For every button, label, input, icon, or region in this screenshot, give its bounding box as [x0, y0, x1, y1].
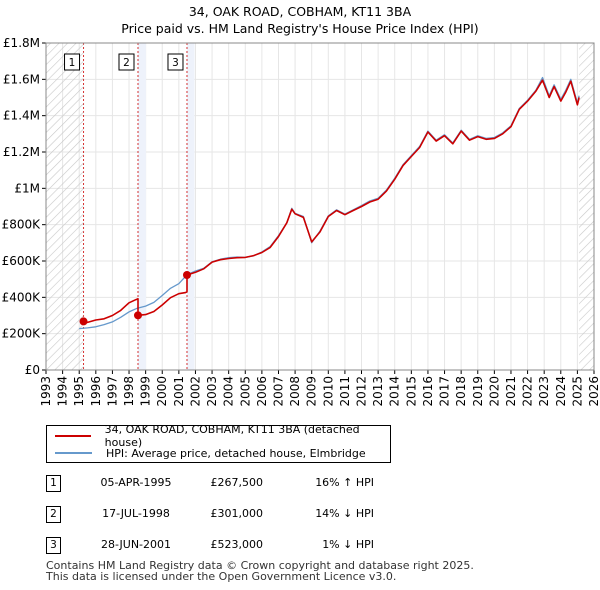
- x-tick-label: 2013: [371, 376, 385, 407]
- x-tick-label: 2005: [238, 376, 252, 407]
- sale-label-box: [118, 53, 135, 71]
- sale-marker: [79, 317, 88, 326]
- x-tick-label: 1995: [72, 376, 86, 407]
- chart-title: 34, OAK ROAD, COBHAM, KT11 3BA Price pai…: [0, 3, 600, 37]
- sale-price: £267,500: [210, 476, 264, 489]
- x-tick-label: 2010: [321, 376, 335, 407]
- x-tick-label: 2004: [222, 376, 236, 407]
- hatched-region-after: [579, 43, 594, 370]
- x-tick-label: 2011: [338, 376, 352, 407]
- footer: Contains HM Land Registry data © Crown c…: [46, 560, 474, 582]
- sale-hpi-diff: 1% ↓ HPI: [322, 538, 374, 551]
- legend-item-hpi: HPI: Average price, detached house, Elmb…: [55, 445, 366, 461]
- x-tick-label: 2018: [454, 376, 468, 407]
- sale-number-badge: 3: [46, 537, 61, 554]
- hatched-region-before: [46, 43, 84, 370]
- x-tick-label: 2003: [205, 376, 219, 407]
- x-tick-label: 2026: [587, 376, 600, 407]
- sale-label-box: [64, 53, 81, 71]
- x-tick-label: 2001: [172, 376, 186, 407]
- y-tick-label: £1.4M: [3, 109, 40, 123]
- sale-date: 28-JUN-2001: [100, 538, 172, 551]
- x-tick-label: 2020: [487, 376, 501, 407]
- y-tick-label: £1.6M: [3, 72, 40, 86]
- x-tick-label: 2015: [404, 376, 418, 407]
- footer-copyright: Contains HM Land Registry data © Crown c…: [46, 559, 474, 572]
- chart-title-line2: Price paid vs. HM Land Registry's House …: [121, 21, 479, 36]
- footer-licence: This data is licensed under the Open Gov…: [46, 570, 397, 583]
- x-tick-label: 1997: [105, 376, 119, 407]
- y-tick-label: £400K: [2, 290, 42, 304]
- y-tick-label: £600K: [2, 254, 42, 268]
- x-tick-label: 1999: [139, 376, 153, 407]
- x-tick-label: 2014: [388, 376, 402, 407]
- y-tick-label: £1M: [14, 181, 40, 195]
- sale-label-number: 3: [172, 57, 179, 69]
- x-tick-label: 2009: [305, 376, 319, 407]
- legend-label-property: 34, OAK ROAD, COBHAM, KT11 3BA (detached…: [104, 423, 360, 449]
- sale-label-number: 1: [69, 57, 76, 69]
- sale-date: 17-JUL-1998: [102, 507, 170, 520]
- hatched-regions-layer: [46, 43, 594, 370]
- sale-date: 05-APR-1995: [100, 476, 172, 489]
- x-tick-label: 2019: [471, 376, 485, 407]
- sale-number-badge: 1: [46, 475, 61, 492]
- y-tick-label: £800K: [2, 218, 42, 232]
- x-tick-label: 1998: [122, 376, 136, 407]
- plot-background: [46, 43, 594, 370]
- x-tick-label: 2006: [255, 376, 269, 407]
- sale-hpi-diff: 16% ↑ HPI: [315, 476, 374, 489]
- y-tick-label: £200K: [2, 327, 42, 341]
- y-tick-label: £1.2M: [3, 145, 40, 159]
- legend-item-property: 34, OAK ROAD, COBHAM, KT11 3BA (detached…: [55, 423, 390, 449]
- sale-number-badge: 2: [46, 506, 61, 523]
- series-line-property: [83, 79, 580, 324]
- legend-label-hpi: HPI: Average price, detached house, Elmb…: [106, 446, 366, 460]
- sale-marker: [133, 311, 142, 320]
- x-tick-label: 1996: [89, 376, 103, 407]
- sale-band: [137, 43, 146, 370]
- x-tick-label: 2000: [155, 376, 169, 407]
- grid-layer: [45, 42, 595, 371]
- x-tick-label: 2025: [570, 376, 584, 407]
- sale-hpi-diff: 14% ↓ HPI: [315, 507, 374, 520]
- legend: 34, OAK ROAD, COBHAM, KT11 3BA (detached…: [46, 423, 391, 463]
- sale-marker: [182, 270, 191, 279]
- plot-frame: [45, 42, 595, 371]
- y-tick-label: £1.8M: [3, 36, 40, 50]
- sale-price: £523,000: [210, 538, 264, 551]
- sale-label-number: 2: [123, 57, 130, 69]
- y-tick-label: £0: [25, 363, 40, 377]
- chart-title-line1: 34, OAK ROAD, COBHAM, KT11 3BA: [188, 4, 412, 19]
- x-tick-label: 2012: [355, 376, 369, 407]
- x-tick-label: 2002: [188, 376, 202, 407]
- x-tick-label: 2008: [288, 376, 302, 407]
- sale-label-box: [167, 53, 184, 71]
- sale-markers-layer: 1 2 3: [64, 53, 191, 326]
- x-tick-label: 2022: [521, 376, 535, 407]
- x-tick-label: 1993: [39, 376, 53, 407]
- x-tick-label: 2021: [504, 376, 518, 407]
- legend-swatch-property: [55, 435, 91, 437]
- axes-layer: £0 £200K £400K £600K £800K £1M £1.2M £1.4M £1.6M…: [2, 36, 600, 407]
- series-layer: [79, 76, 580, 330]
- x-tick-label: 2023: [537, 376, 551, 407]
- sale-price: £301,000: [210, 507, 264, 520]
- x-tick-label: 2017: [438, 376, 452, 407]
- x-tick-label: 2024: [554, 376, 568, 407]
- x-tick-label: 2007: [271, 376, 285, 407]
- x-tick-label: 1994: [56, 376, 70, 407]
- legend-swatch-hpi: [55, 452, 92, 454]
- sale-band: [186, 43, 195, 370]
- x-tick-label: 2016: [421, 376, 435, 407]
